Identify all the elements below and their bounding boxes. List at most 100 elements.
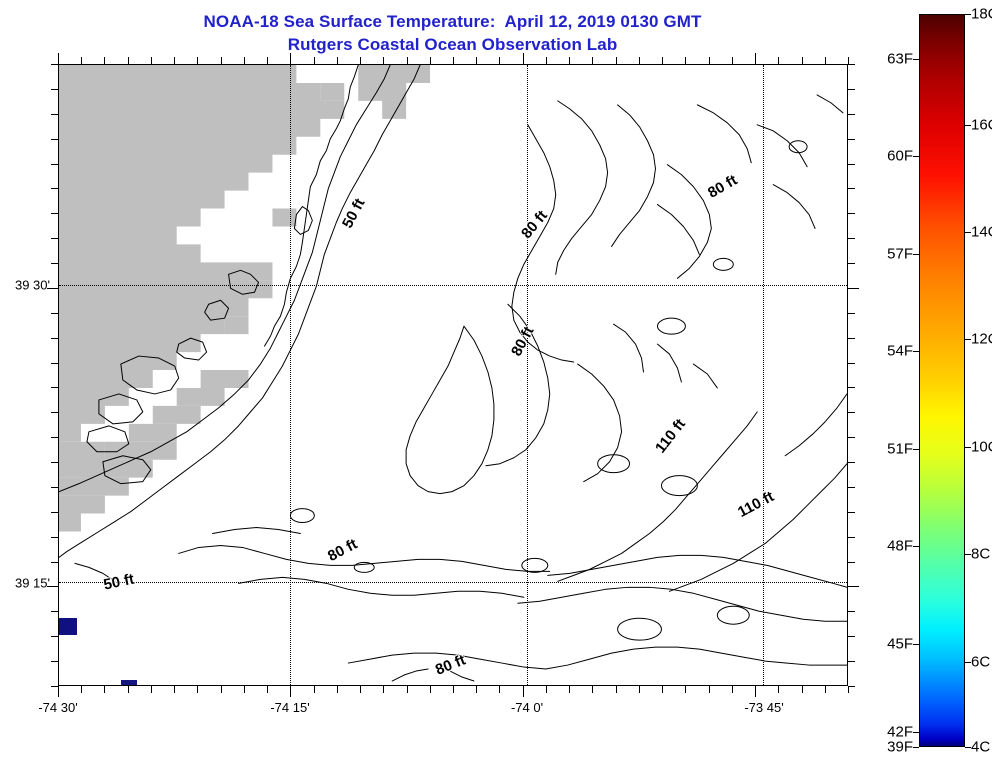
- x-axis-tick: [81, 57, 83, 64]
- y-axis-tick: [47, 586, 58, 588]
- y-axis-tick: [51, 437, 58, 439]
- sst-data-pixel: [59, 618, 77, 635]
- x-axis-tick: [848, 686, 849, 693]
- x-axis-tick: [127, 57, 129, 64]
- y-axis-tick-label: 39 15': [14, 575, 50, 591]
- colorbar-gradient-ramp: [919, 14, 965, 747]
- x-axis-tick: [150, 57, 152, 64]
- x-axis-tick-label: -74 0': [510, 700, 544, 715]
- x-axis-tick: [476, 686, 478, 693]
- y-axis-tick: [51, 213, 58, 215]
- y-axis-tick: [848, 412, 855, 414]
- x-axis-tick: [476, 57, 478, 64]
- x-axis-tick: [545, 57, 547, 64]
- gridline-horizontal: [59, 582, 847, 584]
- x-axis-tick: [429, 57, 431, 64]
- y-axis-tick: [51, 636, 58, 638]
- colorbar-label-fahrenheit: 60F: [887, 147, 913, 165]
- y-axis-tick: [848, 362, 855, 364]
- colorbar-label-celsius: 12C: [971, 330, 992, 348]
- y-axis-tick: [848, 536, 855, 538]
- colorbar-tick-fahrenheit: [913, 732, 919, 734]
- x-axis-tick: [638, 57, 640, 64]
- y-axis-tick: [51, 263, 58, 265]
- y-axis-tick: [51, 113, 58, 115]
- x-axis-tick: [638, 686, 640, 693]
- x-axis-tick: [406, 57, 408, 64]
- gridline-horizontal: [59, 285, 847, 287]
- colorbar-tick-fahrenheit: [913, 643, 919, 645]
- colorbar-label-fahrenheit: 45F: [887, 635, 913, 653]
- x-axis-tick: [220, 686, 222, 693]
- colorbar-label-fahrenheit: 63F: [887, 50, 913, 68]
- y-axis-tick: [848, 337, 855, 339]
- y-axis-tick-label: 39 30': [14, 277, 50, 293]
- colorbar-tick-celsius: [965, 446, 971, 448]
- x-axis-tick: [453, 57, 454, 64]
- y-axis-tick: [51, 387, 58, 389]
- gridline-vertical: [290, 65, 292, 685]
- y-axis-tick: [848, 263, 855, 265]
- x-axis-tick: [499, 686, 501, 693]
- colorbar-tick-celsius: [965, 747, 971, 748]
- colorbar-tick-celsius: [965, 662, 971, 664]
- x-axis-tick: [615, 686, 617, 693]
- y-axis-tick: [51, 611, 58, 613]
- y-axis-tick: [848, 462, 855, 464]
- colorbar-label-fahrenheit: 51F: [887, 440, 913, 458]
- y-axis-tick: [51, 486, 58, 488]
- y-axis-tick: [848, 486, 855, 488]
- x-axis-tick: [104, 686, 106, 693]
- x-axis-tick: [197, 686, 199, 693]
- x-axis-tick-label: -74 30': [38, 700, 78, 715]
- x-axis-tick: [824, 57, 826, 64]
- x-axis-tick: [127, 686, 129, 693]
- x-axis-tick: [662, 57, 664, 64]
- x-axis-tick: [685, 57, 687, 64]
- x-axis-tick: [848, 57, 849, 64]
- x-axis-tick: [197, 57, 199, 64]
- x-axis-tick: [522, 686, 524, 697]
- x-axis-tick-label: -73 45': [744, 700, 784, 715]
- x-axis-tick: [662, 686, 664, 693]
- sst-map-plot[interactable]: 50 ft 50 ft 80 ft 80 ft 80 ft 80 ft 80 f…: [58, 64, 848, 686]
- y-axis-tick: [848, 586, 859, 588]
- colorbar-label-fahrenheit: 54F: [887, 342, 913, 360]
- x-axis-tick: [755, 686, 757, 697]
- x-axis-tick: [569, 686, 571, 693]
- x-axis-tick: [569, 57, 571, 64]
- y-axis-tick: [51, 138, 58, 140]
- x-axis-tick: [592, 57, 594, 64]
- y-axis-tick: [848, 661, 855, 663]
- y-axis-tick: [47, 287, 58, 289]
- y-axis-tick: [848, 561, 855, 563]
- x-axis-tick: [429, 686, 431, 693]
- x-axis-tick: [104, 57, 106, 64]
- y-axis-tick: [848, 387, 855, 389]
- x-axis-tick: [731, 686, 733, 693]
- y-axis-tick: [51, 312, 58, 314]
- colorbar-tick-fahrenheit: [913, 546, 919, 548]
- sst-data-pixel: [121, 680, 137, 685]
- y-axis-tick: [51, 362, 58, 364]
- y-axis-tick: [848, 686, 855, 687]
- x-axis-tick: [453, 686, 454, 693]
- y-axis-tick: [848, 238, 855, 240]
- y-axis-tick: [51, 561, 58, 563]
- x-axis-tick: [406, 686, 408, 693]
- y-axis-tick: [848, 611, 855, 613]
- land-cloud-mask-layer: [59, 65, 431, 532]
- colorbar-label-celsius: 16C: [971, 116, 992, 134]
- x-axis-tick: [801, 686, 803, 693]
- x-axis-tick: [499, 57, 501, 64]
- colorbar-tick-celsius: [965, 554, 971, 556]
- colorbar-label-fahrenheit: 39F: [887, 738, 913, 756]
- y-axis-tick: [848, 64, 855, 65]
- y-axis-tick: [51, 188, 58, 190]
- y-axis-tick: [51, 412, 58, 414]
- y-axis-tick: [848, 312, 855, 314]
- x-axis-tick: [220, 57, 222, 64]
- title-line-primary: NOAA-18 Sea Surface Temperature: April 1…: [203, 12, 702, 31]
- x-axis-tick: [755, 53, 757, 64]
